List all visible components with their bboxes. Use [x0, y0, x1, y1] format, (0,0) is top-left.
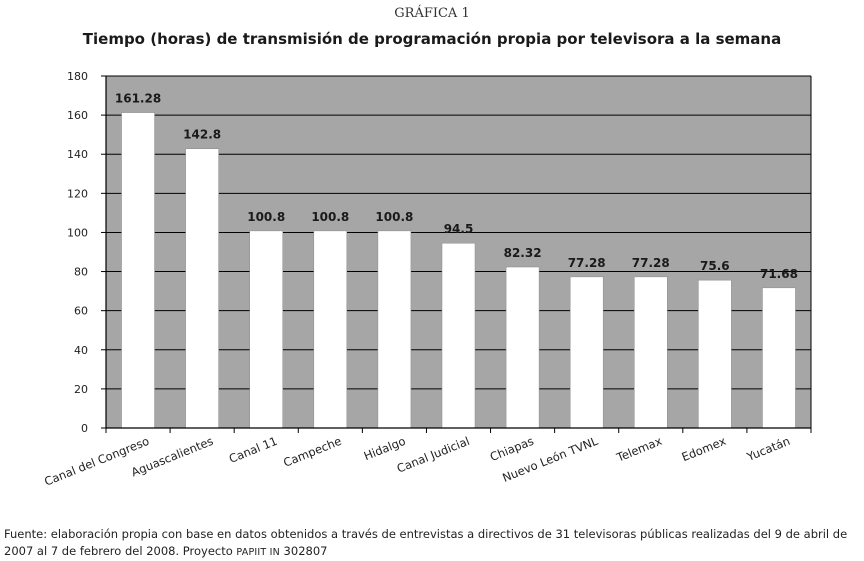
- y-tick-label: 20: [74, 383, 88, 396]
- source-program: PAPIIT IN: [236, 547, 280, 558]
- bar: [377, 230, 412, 429]
- y-tick-label: 160: [67, 109, 88, 122]
- bar: [249, 230, 283, 429]
- bar: [185, 148, 219, 429]
- bar: [569, 276, 604, 429]
- figure-label: GRÁFICA 1: [394, 6, 470, 21]
- source-text: Fuente: elaboración propia con base en d…: [4, 527, 848, 558]
- x-tick-label: Canal 11: [227, 434, 279, 466]
- bar: [698, 279, 732, 429]
- y-tick-label: 0: [81, 422, 88, 435]
- data-label: 94.5: [444, 222, 474, 236]
- axes: [105, 76, 812, 429]
- y-tick-label: 80: [74, 266, 88, 279]
- x-tick-label: Edomex: [680, 434, 729, 464]
- data-label: 77.28: [568, 256, 606, 270]
- x-tick-label: Telemax: [614, 434, 664, 465]
- y-tick-label: 180: [67, 70, 88, 83]
- bar: [441, 242, 476, 429]
- data-label: 100.8: [247, 210, 285, 224]
- data-label: 161.28: [115, 92, 161, 106]
- source-note: Fuente: elaboración propia con base en d…: [4, 526, 862, 561]
- bar: [313, 230, 348, 429]
- y-tick-label: 100: [67, 226, 88, 239]
- bar: [634, 276, 668, 429]
- y-tick-label: 60: [74, 305, 88, 318]
- data-label: 77.28: [632, 256, 670, 270]
- data-labels: 161.28 142.8 100.8 100.8 100.8 94.5 82.32 77.28…: [115, 92, 798, 281]
- data-label: 82.32: [504, 246, 542, 260]
- x-tick-label: Campeche: [281, 434, 343, 470]
- data-label: 100.8: [311, 210, 349, 224]
- x-tick-label: Hidalgo: [362, 434, 408, 463]
- bar-chart: 161.28 142.8 100.8 100.8 100.8 94.5 82.32 77.28…: [42, 70, 812, 489]
- bar: [505, 266, 540, 429]
- chart-title: Tiempo (horas) de transmisión de program…: [82, 30, 782, 48]
- bar: [762, 287, 796, 429]
- bars: [121, 112, 796, 429]
- data-label: 100.8: [375, 210, 413, 224]
- y-tick-label: 120: [67, 187, 88, 200]
- x-tick-label: Yucatán: [744, 434, 792, 464]
- data-label: 142.8: [183, 128, 221, 142]
- y-axis-ticks: 0 20 40 60 80 100 120 140 160 180: [67, 70, 106, 435]
- x-tick-label: Canal Judicial: [395, 434, 472, 476]
- x-tick-label: Canal del Congreso: [42, 434, 151, 489]
- data-label: 75.6: [700, 259, 730, 273]
- y-tick-label: 140: [67, 148, 88, 161]
- y-tick-label: 40: [74, 344, 88, 357]
- bar: [121, 112, 155, 429]
- data-label: 71.68: [760, 267, 798, 281]
- source-project-number: 302807: [279, 544, 328, 558]
